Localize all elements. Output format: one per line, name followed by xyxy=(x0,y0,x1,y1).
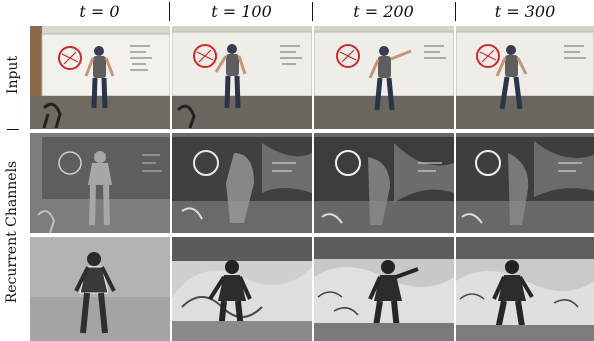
column-separator xyxy=(455,2,456,21)
column-label-t0: t = 0 xyxy=(79,2,120,21)
column-label-t300: t = 300 xyxy=(494,2,556,21)
input-frame-t200 xyxy=(314,26,454,129)
column-label-t200: t = 200 xyxy=(353,2,414,21)
recurrent-map-a-t200 xyxy=(314,133,454,233)
recurrent-map-a-t0 xyxy=(30,133,170,233)
recurrent-map-a-t300 xyxy=(456,133,594,233)
column-separator xyxy=(169,2,170,21)
column-label-t100: t = 100 xyxy=(211,2,272,21)
recurrent-map-a-t100 xyxy=(172,133,312,233)
column-separator xyxy=(312,2,313,21)
input-frame-t300 xyxy=(456,26,594,129)
input-frame-t100 xyxy=(172,26,312,129)
row-label-input: Input xyxy=(5,55,21,95)
recurrent-map-b-t200 xyxy=(314,237,454,341)
recurrent-map-b-t0 xyxy=(30,237,170,341)
row-label-recurrent-channels: Recurrent Channels xyxy=(4,160,20,304)
input-frame-t0 xyxy=(30,26,170,129)
recurrent-map-b-t100 xyxy=(172,237,312,341)
recurrent-map-b-t300 xyxy=(456,237,594,341)
row-divider xyxy=(7,129,19,130)
